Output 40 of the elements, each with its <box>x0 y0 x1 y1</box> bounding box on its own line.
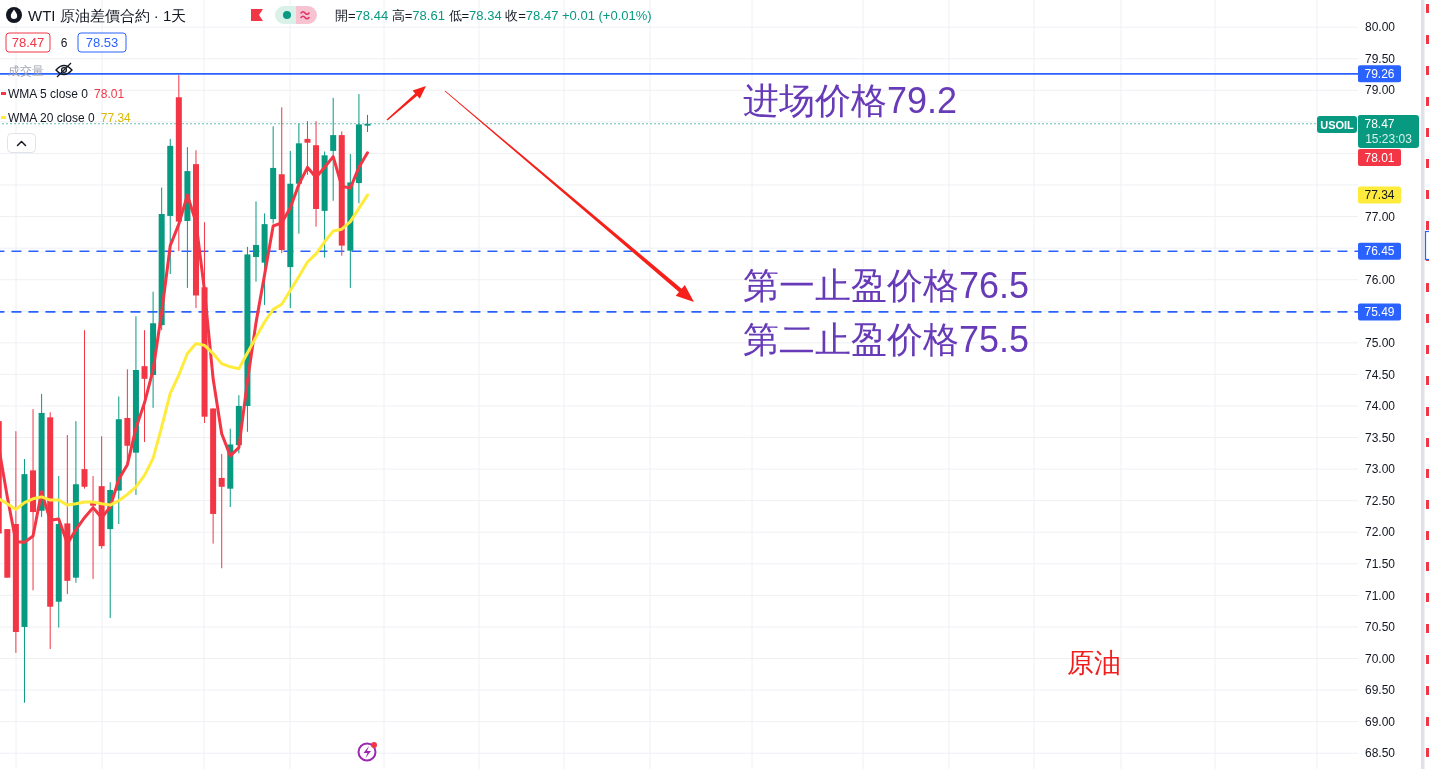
y-tick-label: 80.00 <box>1364 20 1396 35</box>
y-tick-label: 70.50 <box>1364 620 1396 635</box>
y-tick-label: 69.50 <box>1364 683 1396 698</box>
y-tick-label: 79.00 <box>1364 83 1396 98</box>
text: 開=78.44 高=78.61 低=78.34 收=78.47 +0.01 (+0.01%) <box>335 8 652 23</box>
annotation: 原油 <box>1067 648 1121 678</box>
y-tick-label: 71.00 <box>1364 588 1396 603</box>
y-tick-label: 70.00 <box>1364 651 1396 666</box>
y-tick-label: 71.50 <box>1364 557 1396 572</box>
annotation: 78.01 <box>94 87 125 101</box>
y-tick-label: 75.00 <box>1364 336 1396 351</box>
text: 77.34 <box>1364 188 1395 203</box>
ref-line-label: 75.49 <box>1364 304 1395 319</box>
y-tick-label: 79.50 <box>1364 51 1396 66</box>
annotation: USOIL <box>1320 119 1355 131</box>
y-tick-label: 77.00 <box>1364 209 1396 224</box>
y-tick-label: 68.50 <box>1364 746 1396 761</box>
annotation: 78.53 <box>85 35 119 50</box>
text: 78.01 <box>1364 150 1395 165</box>
annotation: 78.47 <box>11 35 45 50</box>
text: 15:23:03 <box>1365 132 1413 146</box>
y-tick-label: 76.00 <box>1364 272 1396 287</box>
annotation: 进场价格79.2 <box>743 80 958 121</box>
annotation: 77.34 <box>100 111 132 125</box>
y-tick-label: 69.00 <box>1364 714 1396 729</box>
ref-line-label: 78.47 <box>1364 116 1395 131</box>
y-tick-label: 72.00 <box>1364 525 1396 540</box>
annotation: 6 <box>60 36 68 50</box>
ref-line-label: 76.45 <box>1364 244 1395 259</box>
legend-label: WMA 20 close 0 <box>8 111 96 125</box>
legend-label: WMA 5 close 0 <box>8 87 89 101</box>
y-tick-label: 74.00 <box>1364 399 1396 414</box>
ref-line-label: 79.26 <box>1364 66 1395 81</box>
text: WTI 原油差價合約 · 1天 <box>28 7 187 24</box>
annotation: 第一止盈价格76.5 <box>743 265 1030 306</box>
y-tick-label: 72.50 <box>1364 493 1396 508</box>
y-tick-label: 73.00 <box>1364 462 1396 477</box>
y-tick-label: 74.50 <box>1364 367 1396 382</box>
y-tick-label: 73.50 <box>1364 430 1396 445</box>
annotation: 第二止盈价格75.5 <box>743 319 1030 360</box>
